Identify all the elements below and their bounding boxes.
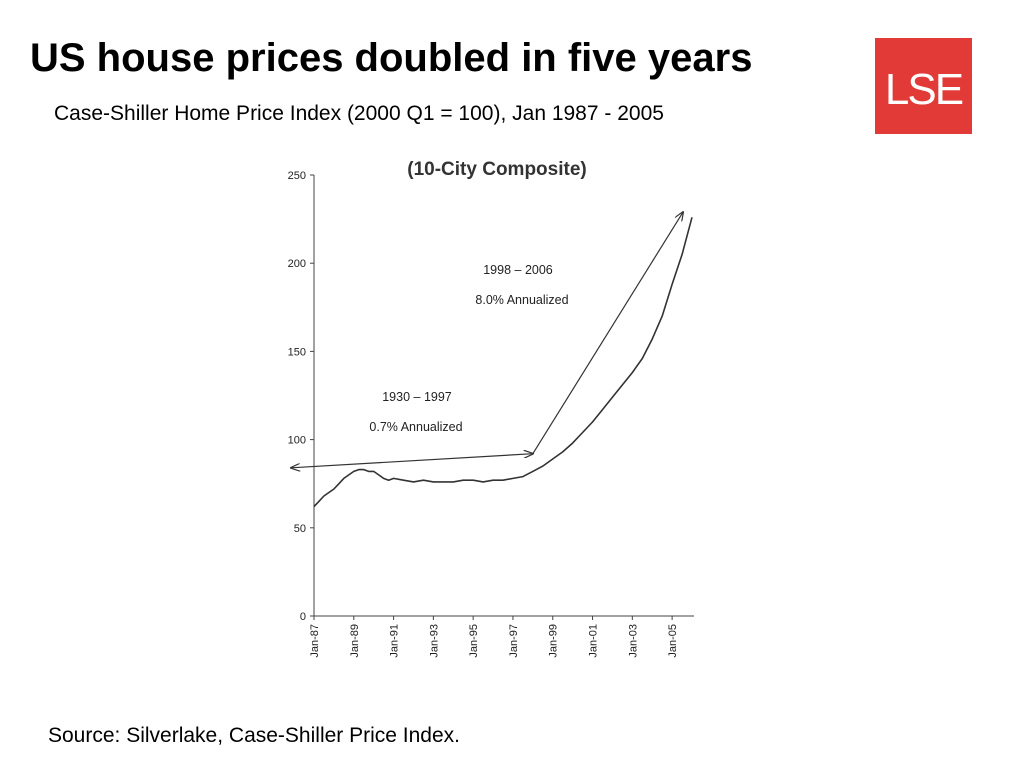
- y-tick-label: 50: [294, 523, 306, 535]
- house-price-chart: (10-City Composite) 0 50 100 150 200 250 Jan-…: [288, 159, 694, 658]
- x-tick-label: Jan-03: [627, 624, 639, 658]
- y-tick-label: 200: [288, 258, 306, 270]
- x-tick-label: Jan-89: [349, 624, 361, 658]
- y-tick-label: 250: [288, 170, 306, 182]
- x-tick-label: Jan-01: [588, 624, 600, 658]
- y-tick-label: 150: [288, 346, 306, 358]
- annotation-rate-1930-1997: 0.7% Annualized: [369, 420, 462, 434]
- x-tick-label: Jan-95: [468, 624, 480, 658]
- y-tick-label: 100: [288, 435, 306, 447]
- y-tick-label: 0: [300, 611, 306, 623]
- x-tick-label: Jan-93: [428, 624, 440, 658]
- lse-logo: LSE: [875, 38, 972, 134]
- x-tick-label: Jan-87: [309, 624, 321, 658]
- trend-arrow: [532, 212, 683, 455]
- trend-arrows: [291, 212, 683, 468]
- x-tick-label: Jan-99: [548, 624, 560, 658]
- chart-title: (10-City Composite): [407, 159, 586, 180]
- lse-logo-background: [875, 38, 972, 134]
- source-note: Source: Silverlake, Case-Shiller Price I…: [48, 724, 461, 747]
- annotation-1998-2006: 1998 – 2006 8.0% Annualized: [475, 263, 568, 307]
- y-axis: 0 50 100 150 200 250: [288, 170, 315, 623]
- x-tick-label: Jan-05: [667, 624, 679, 658]
- annotation-rate-1998-2006: 8.0% Annualized: [475, 293, 568, 307]
- x-tick-label: Jan-91: [389, 624, 401, 658]
- slide-subtitle: Case-Shiller Home Price Index (2000 Q1 =…: [54, 102, 664, 125]
- lse-logo-text: LSE: [885, 65, 963, 114]
- annotation-period-1930-1997: 1930 – 1997: [382, 390, 452, 404]
- annotation-period-1998-2006: 1998 – 2006: [483, 263, 553, 277]
- x-tick-label: Jan-97: [508, 624, 520, 658]
- series-line: [313, 217, 693, 508]
- annotation-1930-1997: 1930 – 1997 0.7% Annualized: [369, 390, 462, 434]
- series-layer: [313, 217, 693, 508]
- x-axis: Jan-87 Jan-89 Jan-91 Jan-93 Jan-95 Jan-97 Jan-…: [309, 615, 694, 658]
- trend-arrow: [291, 454, 533, 468]
- slide-title: US house prices doubled in five years: [30, 36, 753, 80]
